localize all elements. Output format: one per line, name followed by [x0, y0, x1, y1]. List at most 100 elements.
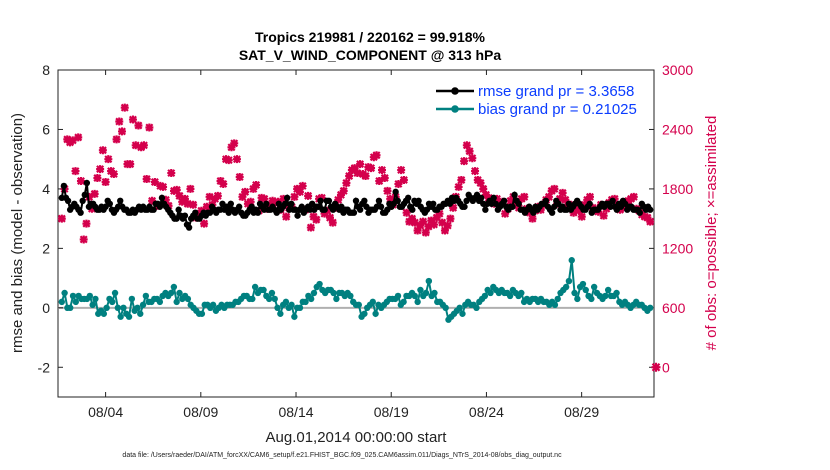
bias-point: [582, 286, 589, 294]
bias-point: [296, 304, 304, 312]
right-tick-label: 1200: [662, 240, 693, 256]
obs-assimilated-point: [375, 176, 384, 185]
obs-assimilated-point: [145, 123, 154, 132]
bias-point: [170, 283, 178, 291]
rmse-point: [77, 209, 84, 216]
rmse-point: [356, 206, 364, 213]
bias-point: [137, 310, 144, 317]
bias-point: [134, 304, 141, 312]
rmse-point: [461, 203, 468, 210]
bias-point: [473, 304, 480, 312]
bias-point: [125, 313, 133, 320]
obs-assimilated-point: [304, 191, 313, 200]
rmse-point: [254, 209, 262, 216]
bias-point: [142, 292, 150, 300]
x-axis-ticks: 08/04 08/09 08/14 08/19 08/24 08/29: [88, 70, 599, 420]
obs-assimilated-point: [501, 209, 510, 218]
bias-point: [442, 304, 449, 312]
obs-assimilated-point: [383, 186, 392, 195]
obs-assimilated-point: [432, 213, 441, 222]
obs-assimilated-point: [128, 115, 137, 124]
obs-assimilated-point: [180, 194, 189, 203]
rmse-point: [375, 197, 383, 204]
obs-assimilated-point: [317, 193, 326, 202]
x-tick-label: 08/24: [469, 404, 504, 420]
left-axis-ticks: 8 6 4 2 0 -2: [38, 62, 654, 375]
rmse-point: [181, 212, 189, 219]
obs-assimilated-point: [87, 204, 96, 213]
bias-point: [568, 257, 575, 264]
obs-assimilated-point: [328, 218, 337, 227]
obs-assimilated-point: [462, 141, 471, 150]
bias-point: [61, 289, 68, 297]
obs-assimilated-point: [454, 182, 463, 191]
obs-assimilated-point: [150, 177, 159, 186]
legend-rmse-marker: [451, 87, 459, 95]
bias-point: [425, 277, 433, 285]
obs-assimilated-point: [126, 160, 135, 169]
rmse-point: [377, 203, 385, 210]
obs-assimilated-point: [569, 208, 578, 217]
bias-point: [602, 292, 609, 300]
bias-point: [551, 301, 559, 309]
obs-assimilated-point: [85, 192, 94, 201]
rmse-point: [64, 197, 72, 204]
obs-assimilated-point: [186, 184, 195, 193]
obs-assimilated-point: [98, 146, 107, 155]
rmse-point: [192, 209, 199, 216]
bias-point: [579, 280, 587, 288]
obs-assimilated-point: [410, 218, 419, 227]
x-tick-label: 08/14: [278, 404, 313, 420]
x-tick-label: 08/09: [183, 404, 218, 420]
obs-assimilated-point: [492, 194, 501, 203]
bias-point: [120, 304, 127, 312]
rmse-point: [175, 206, 182, 213]
rmse-point: [158, 194, 166, 202]
rmse-point: [81, 191, 88, 199]
bias-point: [562, 283, 570, 291]
legend-bias-marker: [451, 105, 459, 113]
obs-assimilated-point: [457, 175, 466, 184]
bias-point: [565, 277, 573, 285]
bias-point: [574, 295, 581, 303]
obs-assimilated-point: [109, 170, 118, 179]
bias-point: [128, 295, 136, 303]
obs-assimilated-point: [172, 185, 181, 194]
bias-point: [316, 280, 323, 288]
bias-point: [613, 289, 620, 297]
rmse-point: [263, 200, 270, 207]
obs-assimilated-point: [232, 155, 241, 164]
bias-point: [400, 298, 407, 306]
obs-assimilated-point: [183, 199, 192, 208]
bias-point: [167, 289, 175, 297]
bias-point: [417, 286, 424, 294]
rmse-point: [511, 191, 518, 199]
obs-assimilated-point: [249, 184, 258, 193]
right-tick-label: 1800: [662, 181, 693, 197]
obs-assimilated-point: [419, 217, 428, 226]
obs-assimilated-point: [460, 157, 469, 166]
obs-assimilated-point: [342, 178, 351, 187]
bias-point: [506, 292, 514, 300]
bias-point: [361, 310, 368, 317]
obs-assimilated-point: [82, 219, 91, 228]
obs-assimilated-point: [167, 169, 176, 178]
bias-point: [646, 304, 654, 312]
bias-point: [72, 298, 80, 306]
rmse-point: [515, 200, 522, 207]
bias-point: [588, 295, 595, 303]
obs-assimilated-point: [397, 166, 406, 175]
obs-assimilated-point: [131, 141, 140, 150]
x-tick-label: 08/04: [88, 404, 123, 420]
bias-point: [347, 292, 354, 300]
right-tick-label: 2400: [662, 121, 693, 137]
obs-assimilated-point: [350, 164, 359, 173]
obs-assimilated-point: [528, 214, 537, 223]
obs-assimilated-point: [558, 188, 567, 197]
obs-assimilated-point: [555, 194, 564, 203]
obs-assimilated-point: [295, 187, 304, 196]
right-tick-label: 600: [662, 300, 686, 316]
obs-assimilated-point: [443, 221, 452, 230]
bias-point: [251, 283, 259, 291]
left-tick-label: 4: [42, 181, 50, 197]
